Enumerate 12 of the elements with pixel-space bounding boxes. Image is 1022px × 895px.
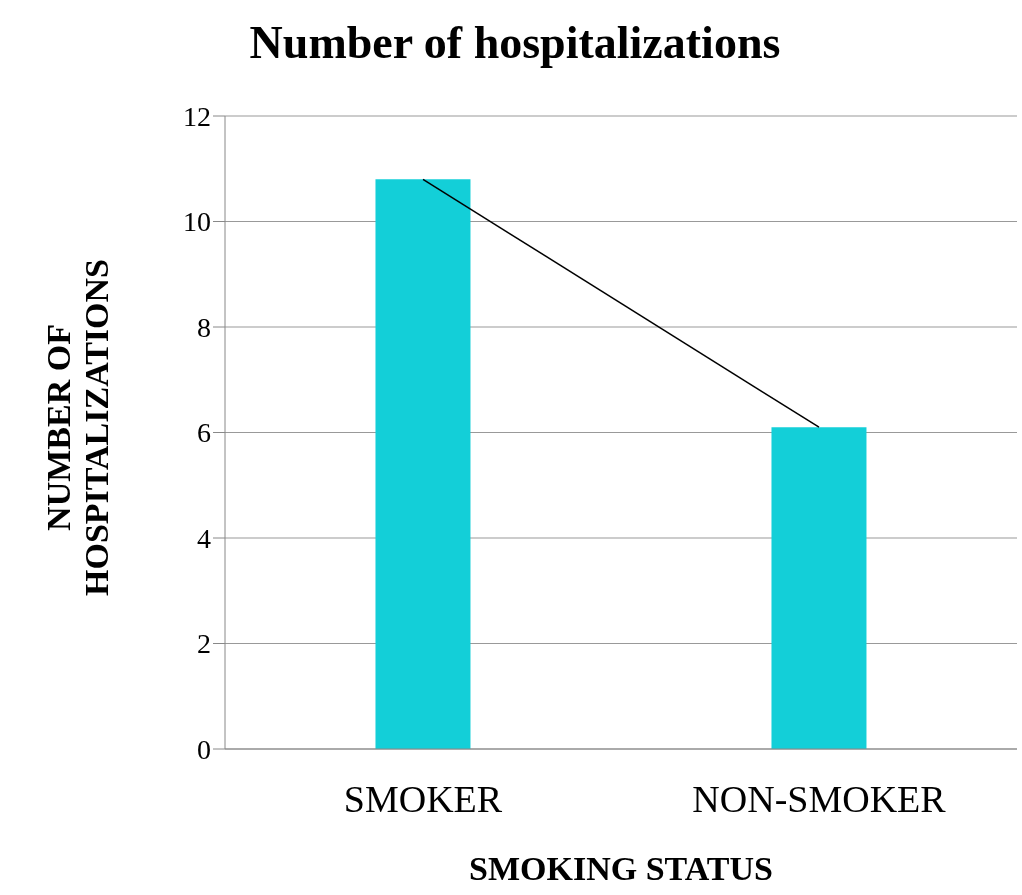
chart-title: Number of hospitalizations: [248, 16, 782, 69]
y-tick-label: 10: [183, 206, 211, 238]
x-tick-label: NON-SMOKER: [692, 778, 947, 820]
y-tick-label: 0: [197, 733, 211, 765]
y-tick-label: 4: [197, 522, 211, 554]
y-tick-label: 12: [183, 100, 211, 132]
y-tick-label: 8: [197, 311, 211, 343]
y-axis-title: NUMBER OF HOSPITALIZATIONS: [40, 259, 115, 596]
y-tick-label: 6: [197, 417, 211, 449]
x-tick-label: SMOKER: [343, 778, 503, 820]
x-axis-title: SMOKING STATUS: [469, 850, 773, 887]
y-tick-label: 2: [197, 628, 211, 660]
